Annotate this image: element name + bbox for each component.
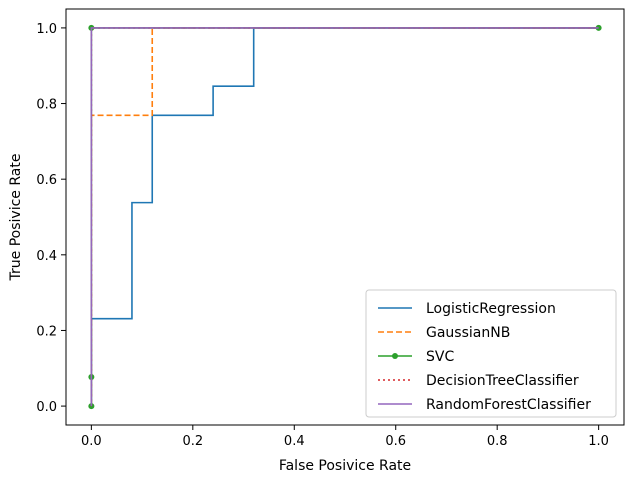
legend: LogisticRegression GaussianNB SVC DecisionT… xyxy=(365,289,617,418)
x-tick-label: 0.8 xyxy=(487,434,508,449)
x-tick-label: 0.2 xyxy=(182,434,203,449)
x-axis-ticks: 0.0 0.2 0.4 0.6 0.8 1.0 xyxy=(81,425,609,449)
series-layer xyxy=(88,24,602,410)
legend-label: SVC xyxy=(426,349,454,365)
x-tick-label: 0.0 xyxy=(81,434,102,449)
x-tick-label: 0.4 xyxy=(284,434,305,449)
x-tick-label: 0.6 xyxy=(385,434,406,449)
legend-label: DecisionTreeClassifier xyxy=(426,373,579,389)
legend-marker-SVC xyxy=(392,353,398,359)
legend-box xyxy=(365,289,617,418)
plot-frame xyxy=(65,8,625,426)
series-point-SVC xyxy=(88,403,95,410)
series-line-RandomForestClassifier xyxy=(90,27,599,407)
y-tick-label: 0.6 xyxy=(36,173,57,188)
legend-label: RandomForestClassifier xyxy=(426,397,591,413)
y-tick-label: 0.8 xyxy=(36,98,57,113)
legend-label: LogisticRegression xyxy=(426,301,556,317)
legend-label: GaussianNB xyxy=(426,325,510,341)
x-axis-label: False Posivice Rate xyxy=(279,458,411,474)
y-axis-label: True Posivice Rate xyxy=(8,154,24,282)
y-tick-label: 1.0 xyxy=(36,22,57,37)
y-axis-ticks: 0.0 0.2 0.4 0.6 0.8 1.0 xyxy=(36,22,66,415)
x-tick-label: 1.0 xyxy=(588,434,609,449)
y-tick-label: 0.4 xyxy=(36,249,57,264)
y-tick-label: 0.0 xyxy=(36,400,57,415)
y-tick-label: 0.2 xyxy=(36,324,57,339)
